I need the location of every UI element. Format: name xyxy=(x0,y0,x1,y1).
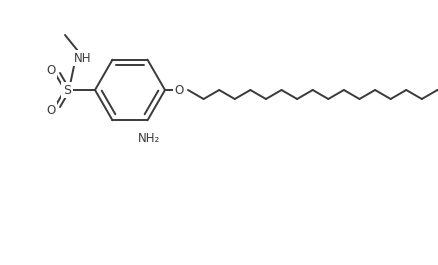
Text: NH₂: NH₂ xyxy=(138,132,160,145)
Text: O: O xyxy=(46,64,56,77)
Text: O: O xyxy=(174,83,183,96)
Text: S: S xyxy=(63,83,71,96)
Text: O: O xyxy=(46,104,56,117)
Text: NH: NH xyxy=(74,51,92,64)
